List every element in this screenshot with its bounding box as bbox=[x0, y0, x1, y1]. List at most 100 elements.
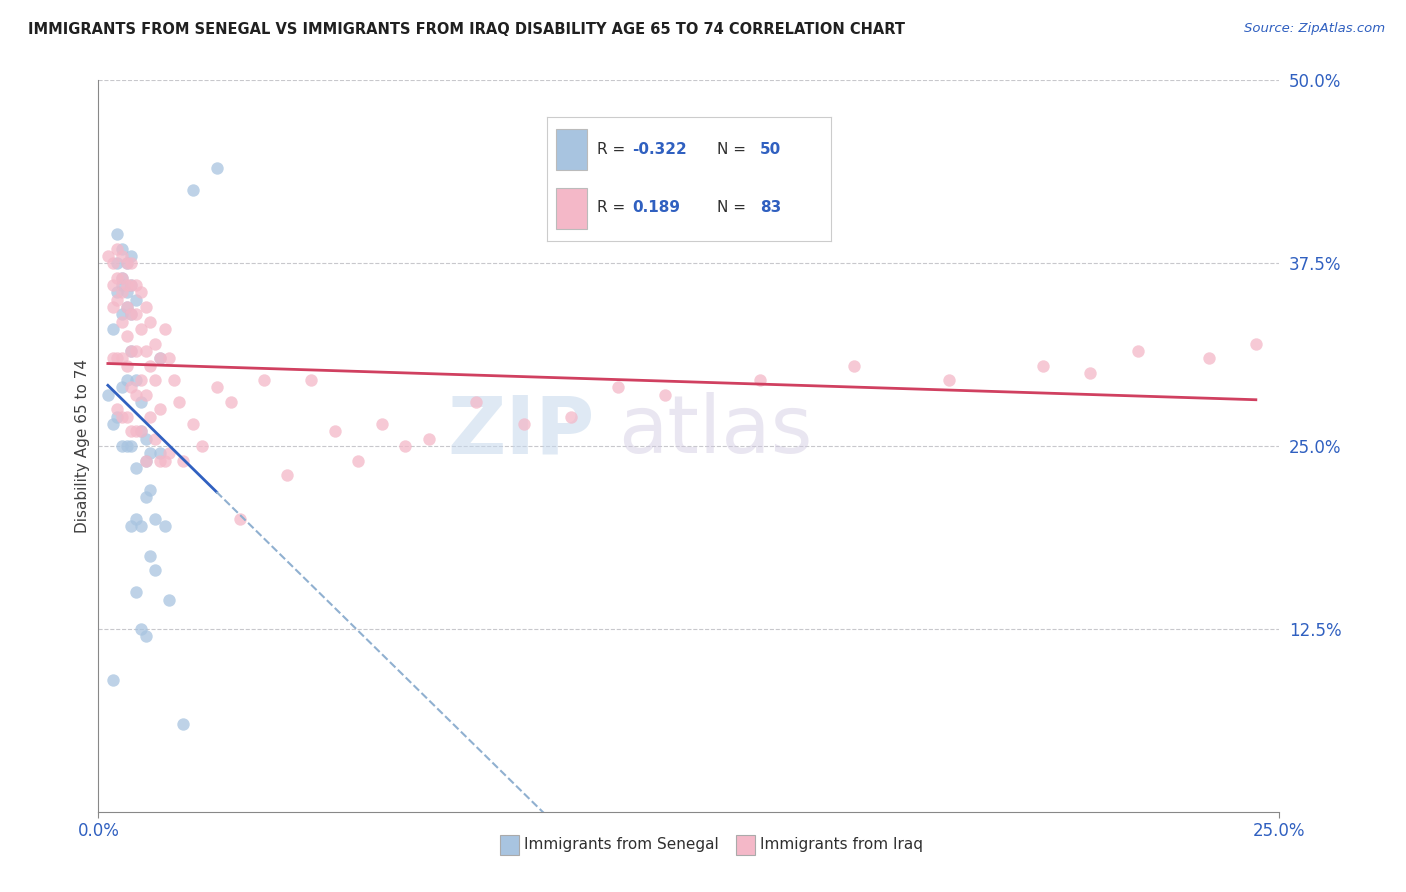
Point bbox=[1198, 351, 1220, 366]
Point bbox=[115, 285, 138, 300]
Point bbox=[143, 373, 166, 387]
Point bbox=[129, 322, 152, 336]
Point bbox=[125, 343, 148, 358]
Point bbox=[149, 453, 172, 467]
Text: N =: N = bbox=[717, 142, 751, 157]
Point bbox=[105, 242, 128, 256]
Point bbox=[111, 380, 134, 394]
Point bbox=[129, 425, 152, 439]
Point bbox=[111, 270, 134, 285]
Point bbox=[111, 307, 134, 321]
Point bbox=[394, 439, 416, 453]
Point bbox=[149, 402, 172, 417]
Point bbox=[181, 417, 204, 431]
Text: 83: 83 bbox=[759, 200, 782, 215]
Point bbox=[111, 439, 134, 453]
Point bbox=[135, 432, 157, 446]
Point bbox=[125, 278, 148, 293]
Point bbox=[149, 351, 172, 366]
Point bbox=[115, 359, 138, 373]
Point bbox=[512, 417, 534, 431]
Point bbox=[121, 439, 143, 453]
Point bbox=[844, 359, 866, 373]
Point bbox=[111, 351, 134, 366]
Point bbox=[121, 425, 143, 439]
Point bbox=[465, 395, 488, 409]
Point bbox=[163, 373, 186, 387]
Point bbox=[143, 563, 166, 577]
Text: Immigrants from Iraq: Immigrants from Iraq bbox=[761, 838, 924, 852]
Point bbox=[101, 300, 124, 314]
Point bbox=[748, 373, 770, 387]
Text: atlas: atlas bbox=[619, 392, 813, 470]
Text: -0.322: -0.322 bbox=[633, 142, 688, 157]
Point bbox=[1080, 366, 1102, 380]
Point bbox=[135, 629, 157, 643]
Point bbox=[143, 432, 166, 446]
Point bbox=[135, 388, 157, 402]
Point bbox=[135, 453, 157, 467]
Point bbox=[1032, 359, 1054, 373]
Point bbox=[115, 256, 138, 270]
Point bbox=[129, 395, 152, 409]
Point bbox=[149, 446, 172, 460]
Point bbox=[654, 388, 676, 402]
Point bbox=[125, 585, 148, 599]
Point bbox=[205, 161, 228, 175]
Point bbox=[181, 183, 204, 197]
Point bbox=[129, 519, 152, 533]
Point bbox=[418, 432, 440, 446]
Point bbox=[97, 249, 120, 263]
Point bbox=[121, 380, 143, 394]
Point bbox=[101, 673, 124, 687]
Point bbox=[111, 285, 134, 300]
Point bbox=[347, 453, 370, 467]
Point bbox=[105, 270, 128, 285]
Point bbox=[253, 373, 276, 387]
Text: R =: R = bbox=[596, 200, 630, 215]
FancyBboxPatch shape bbox=[555, 129, 586, 170]
Point bbox=[157, 592, 180, 607]
Point bbox=[323, 425, 346, 439]
Point bbox=[139, 409, 162, 424]
Point bbox=[125, 293, 148, 307]
Text: 0.189: 0.189 bbox=[633, 200, 681, 215]
Point bbox=[115, 278, 138, 293]
Point bbox=[121, 519, 143, 533]
Point bbox=[111, 315, 134, 329]
Text: R =: R = bbox=[596, 142, 630, 157]
Point bbox=[139, 315, 162, 329]
Point bbox=[121, 343, 143, 358]
Point bbox=[115, 300, 138, 314]
Point bbox=[607, 380, 630, 394]
Point bbox=[157, 446, 180, 460]
Text: ZIP: ZIP bbox=[447, 392, 595, 470]
Point bbox=[139, 446, 162, 460]
Text: Immigrants from Senegal: Immigrants from Senegal bbox=[524, 838, 718, 852]
Point bbox=[101, 278, 124, 293]
Point bbox=[125, 425, 148, 439]
Point bbox=[125, 512, 148, 526]
Point bbox=[121, 278, 143, 293]
Point bbox=[101, 351, 124, 366]
Point bbox=[105, 293, 128, 307]
Point bbox=[125, 373, 148, 387]
Point bbox=[101, 322, 124, 336]
Point bbox=[105, 351, 128, 366]
Point bbox=[139, 359, 162, 373]
Point bbox=[121, 278, 143, 293]
Point bbox=[115, 300, 138, 314]
Point bbox=[101, 417, 124, 431]
Point bbox=[129, 425, 152, 439]
Point bbox=[121, 307, 143, 321]
Point bbox=[105, 285, 128, 300]
Point bbox=[121, 249, 143, 263]
Point bbox=[205, 380, 228, 394]
Point bbox=[172, 453, 194, 467]
Point bbox=[111, 249, 134, 263]
Point bbox=[143, 512, 166, 526]
Point bbox=[135, 490, 157, 504]
Point bbox=[111, 242, 134, 256]
Point bbox=[125, 307, 148, 321]
Point bbox=[135, 343, 157, 358]
